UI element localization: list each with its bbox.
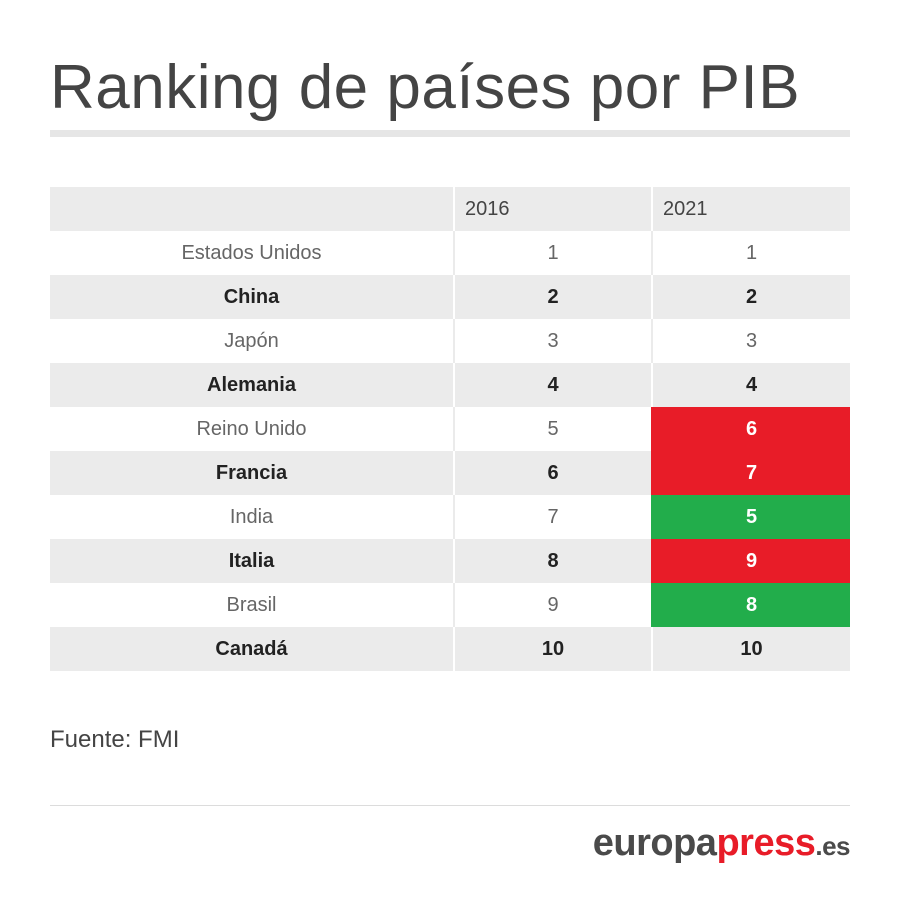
rank-2021-cell: 4	[651, 363, 850, 407]
rank-2021-cell: 3	[651, 319, 850, 363]
table-row: Reino Unido 5 6	[50, 407, 850, 451]
country-cell: India	[50, 495, 454, 539]
title-divider	[50, 130, 850, 137]
chart-title: Ranking de países por PIB	[50, 53, 801, 122]
table-row: Japón 3 3	[50, 319, 850, 363]
country-cell: Brasil	[50, 583, 454, 627]
rank-2021-cell: 9	[651, 539, 850, 583]
table-row: Brasil 9 8	[50, 583, 850, 627]
europapress-logo: europapress.es	[592, 822, 851, 865]
rank-2021-cell: 2	[651, 275, 850, 319]
logo-part-es: .es	[815, 831, 850, 861]
ranking-table: 2016 2021 Estados Unidos 1 1 China 2 2 Japón 3 3…	[50, 187, 850, 671]
rank-2016-cell: 1	[453, 231, 652, 275]
rank-2021-cell: 5	[651, 495, 850, 539]
table-row: Alemania 4 4	[50, 363, 850, 407]
rank-2016-cell: 9	[453, 583, 652, 627]
country-cell: China	[50, 275, 454, 319]
country-cell: Italia	[50, 539, 454, 583]
rank-2021-cell: 1	[651, 231, 850, 275]
header-2021: 2021	[651, 187, 850, 231]
rank-2021-cell: 7	[651, 451, 850, 495]
table-row: Francia 6 7	[50, 451, 850, 495]
logo-part-europa: europa	[592, 822, 717, 864]
rank-2016-cell: 6	[453, 451, 652, 495]
table-body: Estados Unidos 1 1 China 2 2 Japón 3 3 Alemania 4 4…	[50, 231, 850, 671]
table-row: India 7 5	[50, 495, 850, 539]
rank-2016-cell: 4	[453, 363, 652, 407]
logo-part-press: press	[716, 822, 816, 864]
header-2016: 2016	[453, 187, 652, 231]
table-row: Estados Unidos 1 1	[50, 231, 850, 275]
country-cell: Alemania	[50, 363, 454, 407]
footer-divider	[50, 805, 850, 806]
rank-2016-cell: 2	[453, 275, 652, 319]
rank-2016-cell: 3	[453, 319, 652, 363]
country-cell: Japón	[50, 319, 454, 363]
table-row: China 2 2	[50, 275, 850, 319]
header-country	[50, 187, 454, 231]
rank-2016-cell: 10	[453, 627, 652, 671]
rank-2016-cell: 7	[453, 495, 652, 539]
rank-2021-cell: 8	[651, 583, 850, 627]
rank-2016-cell: 8	[453, 539, 652, 583]
table-row: Canadá 10 10	[50, 627, 850, 671]
rank-2021-cell: 10	[651, 627, 850, 671]
country-cell: Estados Unidos	[50, 231, 454, 275]
source-note: Fuente: FMI	[50, 726, 180, 753]
country-cell: Canadá	[50, 627, 454, 671]
country-cell: Reino Unido	[50, 407, 454, 451]
rank-2016-cell: 5	[453, 407, 652, 451]
table-header-row: 2016 2021	[50, 187, 850, 231]
country-cell: Francia	[50, 451, 454, 495]
rank-2021-cell: 6	[651, 407, 850, 451]
table-row: Italia 8 9	[50, 539, 850, 583]
